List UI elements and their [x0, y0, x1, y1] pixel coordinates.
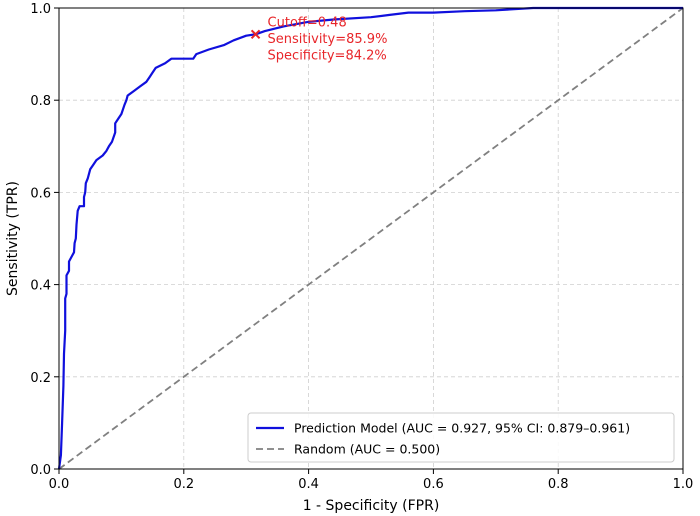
- y-tick-label: 0.6: [30, 186, 51, 201]
- y-tick-label: 1.0: [30, 2, 51, 17]
- x-axis-ticks: 0.0 0.2 0.4 0.6 0.8 1.0: [49, 469, 694, 492]
- x-tick-label: 0.0: [49, 477, 70, 492]
- cutoff-annotation-text: Sensitivity=85.9%: [268, 32, 388, 47]
- x-tick-label: 0.8: [548, 477, 569, 492]
- x-axis-label: 1 - Specificity (FPR): [303, 498, 440, 514]
- y-tick-label: 0.2: [30, 371, 51, 386]
- x-tick-label: 0.2: [173, 477, 194, 492]
- y-axis-ticks: 0.0 0.2 0.4 0.6 0.8 1.0: [30, 2, 59, 478]
- cutoff-annotation-text: Specificity=84.2%: [268, 48, 387, 63]
- y-tick-label: 0.0: [30, 463, 51, 478]
- legend: Prediction Model (AUC = 0.927, 95% CI: 0…: [247, 412, 675, 463]
- cutoff-annotation-text: Cutoff=0.48: [268, 15, 347, 30]
- random-diagonal-line: [58, 7, 684, 470]
- x-tick-label: 1.0: [673, 477, 694, 492]
- y-tick-label: 0.4: [30, 279, 51, 294]
- x-tick-label: 0.6: [423, 477, 444, 492]
- random-series-group: [58, 7, 684, 470]
- cutoff-annotation-group: Cutoff=0.48 Sensitivity=85.9%Specificity=…: [250, 15, 388, 63]
- y-axis-label: Sensitivity (TPR): [5, 181, 21, 296]
- legend-box: [247, 412, 675, 463]
- plot-frame: [58, 7, 684, 470]
- model-series-group: [57, 6, 683, 470]
- cutoff-marker: [250, 29, 261, 39]
- cutoff-marker-stroke: [250, 29, 261, 39]
- x-tick-label: 0.4: [298, 477, 319, 492]
- legend-label: Prediction Model (AUC = 0.927, 95% CI: 0…: [294, 421, 630, 436]
- model-roc-line: [57, 6, 683, 470]
- y-tick-label: 0.8: [30, 94, 51, 109]
- legend-label: Random (AUC = 0.500): [294, 442, 440, 457]
